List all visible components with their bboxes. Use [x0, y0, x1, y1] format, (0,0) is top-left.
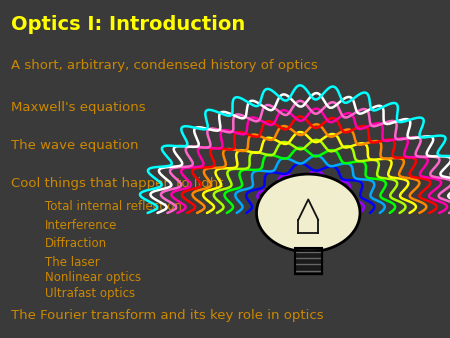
Text: Optics I: Introduction: Optics I: Introduction	[11, 15, 246, 34]
Text: Total internal reflection: Total internal reflection	[45, 200, 182, 213]
Text: A short, arbitrary, condensed history of optics: A short, arbitrary, condensed history of…	[11, 59, 318, 72]
Bar	[295, 248, 322, 274]
Circle shape	[256, 174, 360, 252]
Text: Cool things that happen to light: Cool things that happen to light	[11, 177, 224, 190]
Text: The wave equation: The wave equation	[11, 139, 139, 151]
Text: Diffraction: Diffraction	[45, 237, 107, 250]
Text: Nonlinear optics: Nonlinear optics	[45, 271, 141, 284]
Text: Ultrafast optics: Ultrafast optics	[45, 287, 135, 299]
Text: Interference: Interference	[45, 219, 117, 232]
Bar	[295, 248, 322, 274]
Text: The Fourier transform and its key role in optics: The Fourier transform and its key role i…	[11, 309, 324, 322]
Text: Maxwell's equations: Maxwell's equations	[11, 101, 146, 114]
Text: The laser: The laser	[45, 256, 100, 268]
